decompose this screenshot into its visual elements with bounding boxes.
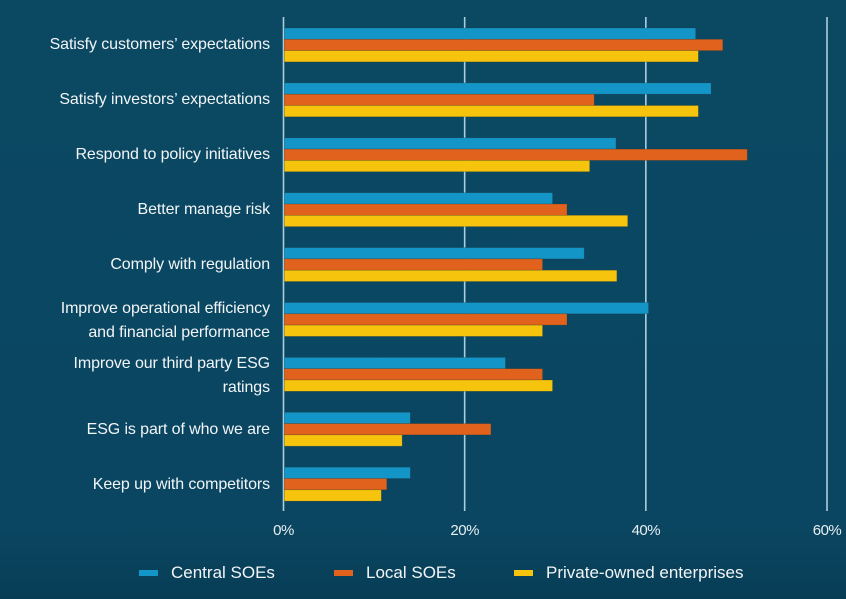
category-label: Better manage risk [137, 199, 271, 220]
category-label: Keep up with competitors [93, 474, 270, 495]
bar-local-soes[interactable] [283, 258, 543, 271]
bar-local-soes[interactable] [283, 423, 492, 436]
legend-label: Local SOEs [366, 563, 456, 582]
category-label: Improve our third party ESG ratings [74, 352, 271, 400]
bar-group [283, 357, 553, 392]
bar-local-soes[interactable] [283, 313, 568, 326]
category-label-line: Keep up with competitors [92, 475, 270, 493]
bar-group [283, 27, 724, 63]
bar-group [283, 137, 748, 172]
category-label: Comply with regulation [110, 254, 270, 275]
category-label: Satisfy investors’ expectations [59, 89, 270, 110]
bar-private-owned-enterprises[interactable] [283, 160, 590, 172]
category-label: Respond to policy initiatives [75, 144, 270, 165]
category-label: Improve operational efficiency and financ… [61, 297, 270, 345]
bar-group [283, 302, 649, 337]
x-tick-label: 40% [631, 522, 661, 539]
bar-central-soes[interactable] [283, 27, 696, 40]
legend-swatch-local-soes [334, 570, 353, 576]
x-tick-label: 20% [450, 522, 479, 539]
bars [283, 27, 748, 502]
category-label: Satisfy customers’ expectations [49, 34, 271, 55]
category-label-line: ESG is part of who we are [86, 420, 270, 438]
bar-central-soes[interactable] [283, 137, 617, 150]
bar-private-owned-enterprises[interactable] [283, 50, 699, 63]
legend-item-local-soes[interactable]: Local SOEs [334, 561, 456, 585]
legend-item-central-soes[interactable]: Central SOEs [139, 561, 275, 585]
category-label-line: and financial performance [88, 323, 270, 341]
category-label-line: Satisfy investors’ expectations [59, 91, 270, 109]
bar-local-soes[interactable] [283, 93, 595, 106]
category-label: ESG is part of who we are [87, 419, 270, 440]
bar-private-owned-enterprises[interactable] [283, 379, 553, 392]
bar-group [283, 411, 492, 447]
bar-group [283, 192, 629, 227]
x-tick-label: 60% [812, 522, 842, 539]
bar-central-soes[interactable] [283, 302, 649, 315]
bar-local-soes[interactable] [283, 148, 748, 161]
bar-private-owned-enterprises[interactable] [283, 324, 543, 337]
legend-item-private-owned-enterprises[interactable]: Private-owned enterprises [514, 561, 743, 585]
bar-central-soes[interactable] [283, 411, 411, 424]
category-label-line: Comply with regulation [110, 256, 270, 274]
category-label-line: Improve operational efficiency [60, 299, 270, 317]
category-label-line: Satisfy customers’ expectations [49, 36, 271, 54]
bar-central-soes[interactable] [283, 357, 506, 369]
bar-central-soes[interactable] [283, 192, 553, 205]
bar-local-soes[interactable] [283, 368, 543, 381]
bar-private-owned-enterprises[interactable] [283, 489, 382, 502]
bar-private-owned-enterprises[interactable] [283, 105, 699, 118]
bar-central-soes[interactable] [283, 466, 411, 479]
bar-private-owned-enterprises[interactable] [283, 215, 629, 227]
category-label-line: Respond to policy initiatives [75, 146, 270, 164]
legend-label: Central SOEs [171, 563, 275, 582]
category-label-line: Improve our third party ESG [73, 354, 271, 372]
bar-central-soes[interactable] [283, 247, 585, 260]
bar-private-owned-enterprises[interactable] [283, 269, 618, 282]
legend-swatch-private-owned [514, 570, 533, 576]
legend-label: Private-owned enterprises [546, 563, 744, 582]
bar-local-soes[interactable] [283, 203, 568, 216]
legend-swatch-central-soes [139, 570, 158, 576]
bar-group [283, 247, 618, 282]
x-tick-label: 0% [273, 522, 294, 539]
category-label-line: ratings [222, 378, 270, 396]
bar-local-soes[interactable] [283, 478, 388, 491]
category-label-line: Better manage risk [137, 201, 271, 219]
bar-group [283, 466, 411, 502]
bar-private-owned-enterprises[interactable] [283, 434, 403, 447]
bar-group [283, 82, 712, 118]
bar-local-soes[interactable] [283, 38, 724, 51]
bar-central-soes[interactable] [283, 82, 712, 95]
